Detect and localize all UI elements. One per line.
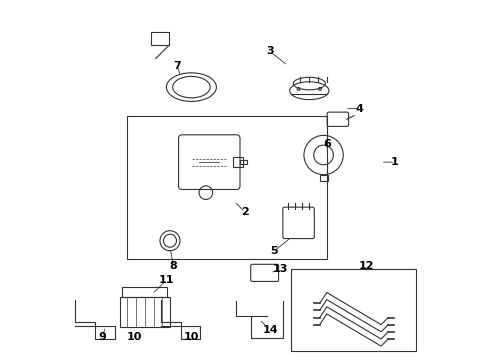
Text: 7: 7 [173, 61, 181, 71]
Bar [120, 297, 170, 327]
Text: 8: 8 [170, 261, 177, 271]
Text: 12: 12 [359, 261, 374, 271]
Text: 2: 2 [241, 207, 249, 217]
Text: 11: 11 [159, 275, 174, 285]
Text: 10: 10 [126, 332, 142, 342]
Bar [319, 175, 327, 180]
Text: 3: 3 [266, 46, 274, 57]
Text: 9: 9 [98, 332, 106, 342]
Bar [292, 269, 416, 351]
Text: 6: 6 [323, 139, 331, 149]
Text: 4: 4 [355, 104, 363, 113]
Text: 1: 1 [391, 157, 399, 167]
Bar [151, 32, 169, 45]
Text: 10: 10 [184, 332, 199, 342]
Bar [127, 116, 327, 258]
Bar [122, 287, 168, 297]
Text: 14: 14 [262, 325, 278, 335]
Text: 13: 13 [273, 264, 289, 274]
Bar [240, 161, 246, 164]
Bar [233, 157, 243, 167]
Text: 5: 5 [270, 247, 277, 256]
